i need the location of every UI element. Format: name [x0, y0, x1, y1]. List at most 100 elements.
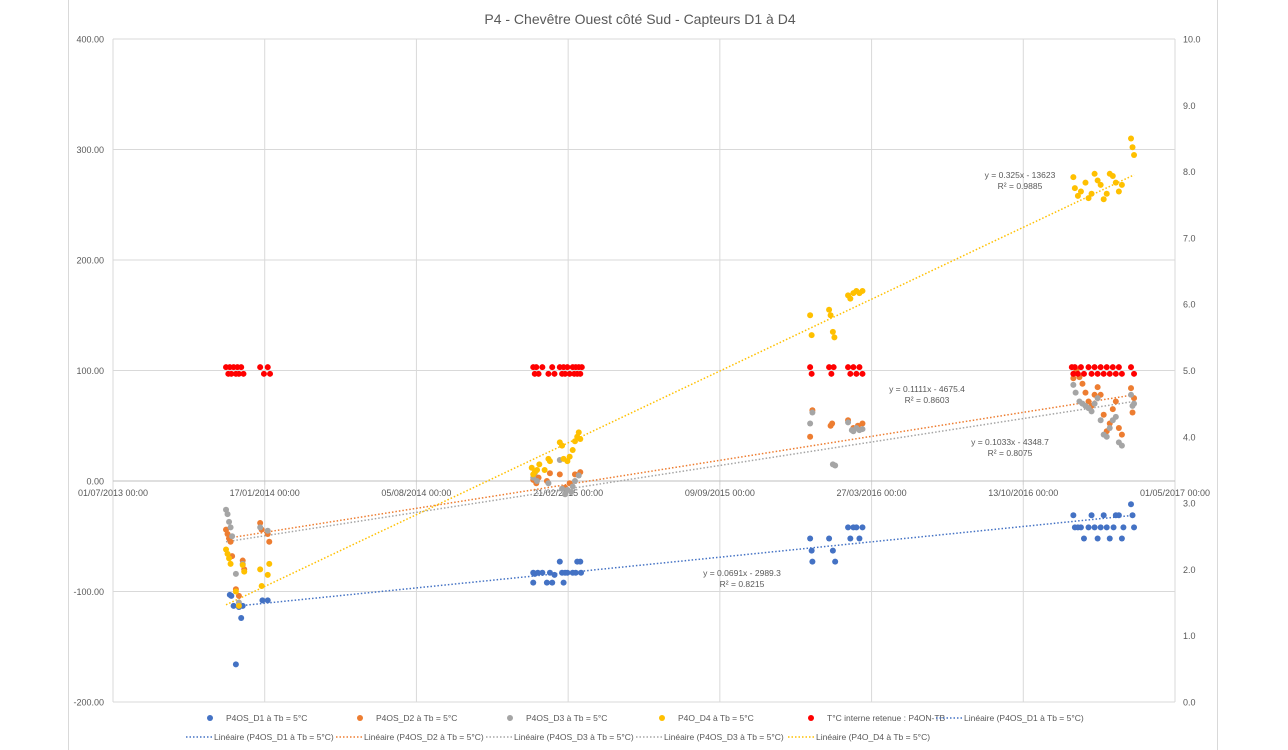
- point-temp: [578, 364, 585, 371]
- legend-marker-temp: [808, 715, 814, 721]
- point-temp: [1109, 364, 1116, 371]
- y-right-tick-label: 10.0: [1183, 35, 1201, 45]
- point-d4: [528, 464, 535, 471]
- y-right-tick-label: 8.0: [1183, 167, 1196, 177]
- point-d1: [853, 524, 860, 531]
- grid: [112, 38, 1176, 703]
- point-d4: [1077, 188, 1084, 195]
- point-d1: [808, 547, 815, 554]
- point-d4: [1070, 174, 1077, 181]
- point-temp: [826, 364, 833, 371]
- point-d3: [534, 478, 541, 484]
- point-temp: [564, 364, 571, 371]
- point-d1: [1070, 512, 1077, 519]
- point-d2: [1112, 398, 1119, 405]
- point-d1: [807, 535, 814, 542]
- point-d4: [235, 602, 242, 609]
- point-temp: [847, 370, 854, 377]
- point-d2: [1118, 431, 1125, 438]
- point-temp: [566, 370, 573, 377]
- y-right-tick-label: 9.0: [1183, 101, 1196, 111]
- point-d3: [1070, 381, 1077, 388]
- point-d1: [1094, 535, 1101, 542]
- equation-d2_eq: y = 0.1111x - 4675.4: [889, 384, 965, 394]
- y-right-tick-label: 5.0: [1183, 366, 1196, 376]
- y-left-tick-label: 100.00: [76, 366, 104, 376]
- point-d1: [832, 558, 839, 565]
- point-d3: [807, 420, 814, 427]
- point-d1: [826, 535, 833, 542]
- point-d3: [224, 511, 231, 518]
- point-temp: [260, 370, 267, 377]
- legend-label: Linéaire (P4O_D4 à Tb = 5°C): [816, 732, 930, 742]
- point-temp: [828, 370, 835, 377]
- point-d3: [229, 533, 236, 540]
- point-d1: [556, 558, 563, 565]
- point-d1: [809, 558, 816, 565]
- point-d4: [569, 447, 576, 454]
- point-d1: [530, 579, 537, 586]
- point-d4: [859, 287, 866, 294]
- axes: -200.00 -100.00 0.00 100.00 200.00 300.00 400.…: [73, 35, 1210, 708]
- point-d3: [264, 527, 271, 534]
- point-d1: [859, 524, 866, 531]
- point-d1: [1103, 524, 1110, 531]
- point-temp: [1097, 364, 1104, 371]
- x-tick-label: 21/02/2015 00:00: [533, 488, 603, 498]
- point-d1: [564, 569, 571, 576]
- point-temp: [1077, 364, 1084, 371]
- point-d4: [227, 560, 234, 567]
- point-d3: [1091, 400, 1098, 407]
- point-temp: [1131, 370, 1138, 377]
- point-d1: [232, 661, 239, 668]
- point-d1: [1115, 512, 1122, 519]
- point-d4: [226, 555, 233, 562]
- point-temp: [1094, 370, 1101, 377]
- point-d4: [807, 312, 814, 319]
- point-d4: [1103, 190, 1110, 197]
- point-temp: [545, 370, 552, 377]
- x-tick-label: 05/08/2014 00:00: [381, 488, 451, 498]
- point-d1: [549, 579, 556, 586]
- point-d1: [572, 569, 579, 576]
- equation-d3_eq: y = 0.1033x - 4348.7: [971, 437, 1049, 447]
- point-d3: [1106, 424, 1113, 431]
- point-temp: [238, 364, 245, 371]
- point-temp: [830, 364, 837, 371]
- point-temp: [1091, 364, 1098, 371]
- point-d4: [258, 582, 265, 589]
- y-left-tick-label: -100.00: [73, 587, 104, 597]
- point-d2: [227, 538, 234, 545]
- point-d4: [847, 295, 854, 302]
- point-d1: [1110, 524, 1117, 531]
- point-d1: [845, 524, 852, 531]
- point-d4: [266, 560, 273, 567]
- point-temp: [535, 370, 542, 377]
- point-d1: [1097, 524, 1104, 531]
- legend-label: P4OS_D3 à Tb = 5°C: [526, 713, 607, 723]
- point-d4: [1115, 188, 1122, 195]
- trendlines: [225, 174, 1135, 607]
- point-temp: [235, 370, 242, 377]
- point-d3: [832, 462, 839, 469]
- point-d1: [1085, 524, 1092, 531]
- point-d4: [577, 436, 584, 443]
- point-temp: [808, 370, 815, 377]
- point-d2: [1070, 375, 1077, 382]
- point-temp: [1074, 370, 1081, 377]
- point-d4: [1100, 196, 1107, 203]
- point-d4: [257, 566, 264, 573]
- point-temp: [1118, 370, 1125, 377]
- point-d3: [1094, 395, 1101, 402]
- point-d1: [543, 579, 550, 586]
- y-right-tick-label: 6.0: [1183, 300, 1196, 310]
- point-d3: [568, 489, 575, 496]
- y-left-tick-label: 400.00: [76, 35, 104, 45]
- point-d1: [847, 535, 854, 542]
- y-left-tick-label: 200.00: [76, 256, 104, 266]
- point-d2: [266, 538, 273, 545]
- point-d1: [1120, 524, 1127, 531]
- point-temp: [264, 364, 271, 371]
- point-temp: [549, 364, 556, 371]
- point-d4: [826, 306, 833, 313]
